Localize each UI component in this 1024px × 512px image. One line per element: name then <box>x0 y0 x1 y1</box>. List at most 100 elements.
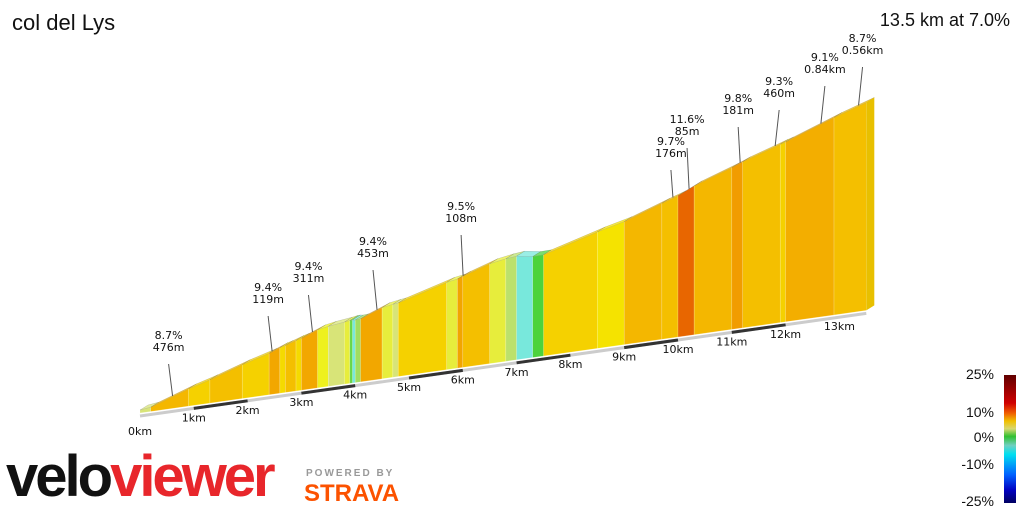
x-tick-label: 11km <box>716 335 747 348</box>
annotation-leader-line <box>820 85 826 124</box>
gradient-colorbar <box>1004 375 1016 503</box>
profile-end-face <box>866 97 875 311</box>
annotation-length: 476m <box>153 341 185 354</box>
annotation-leader-line <box>686 147 690 189</box>
annotation-grade: 9.4% <box>294 260 322 273</box>
x-tick-label: 12km <box>770 328 801 341</box>
annotation-leader-line <box>774 109 780 147</box>
annotation-length: 85m <box>675 125 700 138</box>
annotation-grade: 9.5% <box>447 200 475 213</box>
x-tick-label: 4km <box>343 389 367 402</box>
gradient-segment <box>731 161 743 330</box>
gradient-segment <box>597 221 625 349</box>
powered-by-text: POWERED BY <box>306 468 395 479</box>
annotation-leader-line <box>858 66 864 106</box>
x-tick-label: 1km <box>182 411 206 424</box>
annotation-grade: 8.7% <box>155 329 183 342</box>
veloviewer-logo[interactable]: veloviewer <box>6 444 276 509</box>
km-band <box>731 323 786 334</box>
legend-label: 25% <box>965 366 994 382</box>
gradient-segment <box>392 302 399 378</box>
annotation-length: 460m <box>763 87 795 100</box>
x-tick-label: 6km <box>451 373 475 386</box>
x-tick-label: 2km <box>236 404 260 417</box>
annotation-grade: 8.7% <box>849 32 877 45</box>
gradient-segment <box>516 255 533 361</box>
km-band <box>301 384 356 395</box>
legend-label: -10% <box>961 456 994 472</box>
annotation-length: 0.56km <box>842 44 884 57</box>
gradient-segment <box>785 117 835 323</box>
annotation-grade: 9.3% <box>765 75 793 88</box>
gradient-segment <box>285 340 297 393</box>
gradient-segment <box>779 141 786 323</box>
gradient-segment <box>397 281 447 377</box>
gradient-segment <box>677 185 695 338</box>
x-tick-label: 0km <box>128 425 152 438</box>
gradient-segment <box>360 307 383 383</box>
annotation-leader-line <box>168 363 174 397</box>
gradient-segment <box>457 275 464 369</box>
annotation-leader-line <box>670 169 674 198</box>
annotation-leader-line <box>372 269 378 310</box>
gradient-segment <box>317 325 329 389</box>
annotation-length: 0.84km <box>804 63 846 76</box>
x-tick-label: 3km <box>289 396 313 409</box>
annotation-grade: 11.6% <box>670 113 705 126</box>
annotation-length: 311m <box>293 272 325 285</box>
legend-label: -25% <box>961 493 994 509</box>
annotation-leader-line <box>307 294 313 333</box>
gradient-segment <box>505 255 517 362</box>
gradient-segment <box>279 345 286 394</box>
x-tick-label: 5km <box>397 381 421 394</box>
gradient-segment <box>209 364 243 404</box>
annotation-leader-line <box>460 234 464 276</box>
gradient-segment <box>489 258 507 364</box>
annotation-leader-line <box>737 126 741 163</box>
gradient-segment <box>462 263 490 368</box>
gradient-segment <box>349 319 353 384</box>
km-band <box>516 353 571 365</box>
gradient-segment <box>446 278 458 370</box>
gradient-segment <box>352 319 356 384</box>
gradient-segment <box>833 102 867 316</box>
gradient-segment <box>661 195 679 340</box>
gradient-segment <box>241 352 270 399</box>
gradient-segment <box>268 347 281 396</box>
annotation-length: 176m <box>655 147 687 160</box>
annotation-grade: 9.4% <box>254 281 282 294</box>
annotation-grade: 9.1% <box>811 51 839 64</box>
strava-logo[interactable]: STRAVA <box>304 480 400 507</box>
annotation-length: 181m <box>722 104 754 117</box>
annotation-length: 108m <box>445 212 477 225</box>
gradient-segment <box>742 143 781 329</box>
gradient-segment <box>328 321 345 387</box>
gradient-segment <box>354 318 361 383</box>
annotation-leader-line <box>267 315 273 352</box>
x-tick-label: 7km <box>505 366 529 379</box>
annotation-length: 453m <box>357 247 389 260</box>
gradient-segment <box>295 337 302 392</box>
km-band <box>408 368 464 380</box>
km-band <box>193 399 248 410</box>
annotation-grade: 9.4% <box>359 235 387 248</box>
gradient-segment <box>344 320 351 385</box>
x-tick-label: 13km <box>824 320 855 333</box>
x-tick-label: 9km <box>612 351 636 364</box>
annotation-length: 119m <box>252 293 284 306</box>
x-tick-label: 10km <box>662 343 693 356</box>
gradient-segment <box>381 303 394 380</box>
climb-summary: 13.5 km at 7.0% <box>879 10 1010 30</box>
gradient-segment <box>532 254 544 358</box>
km-band <box>623 338 679 350</box>
x-tick-label: 8km <box>558 358 582 371</box>
legend-label: 10% <box>965 404 994 420</box>
gradient-segment <box>693 167 733 336</box>
legend-label: 0% <box>973 429 994 445</box>
annotation-grade: 9.7% <box>657 135 685 148</box>
climb-title: col del Lys <box>12 10 116 35</box>
gradient-segment <box>623 202 663 345</box>
annotation-grade: 9.8% <box>724 92 752 105</box>
gradient-segment <box>301 329 318 391</box>
